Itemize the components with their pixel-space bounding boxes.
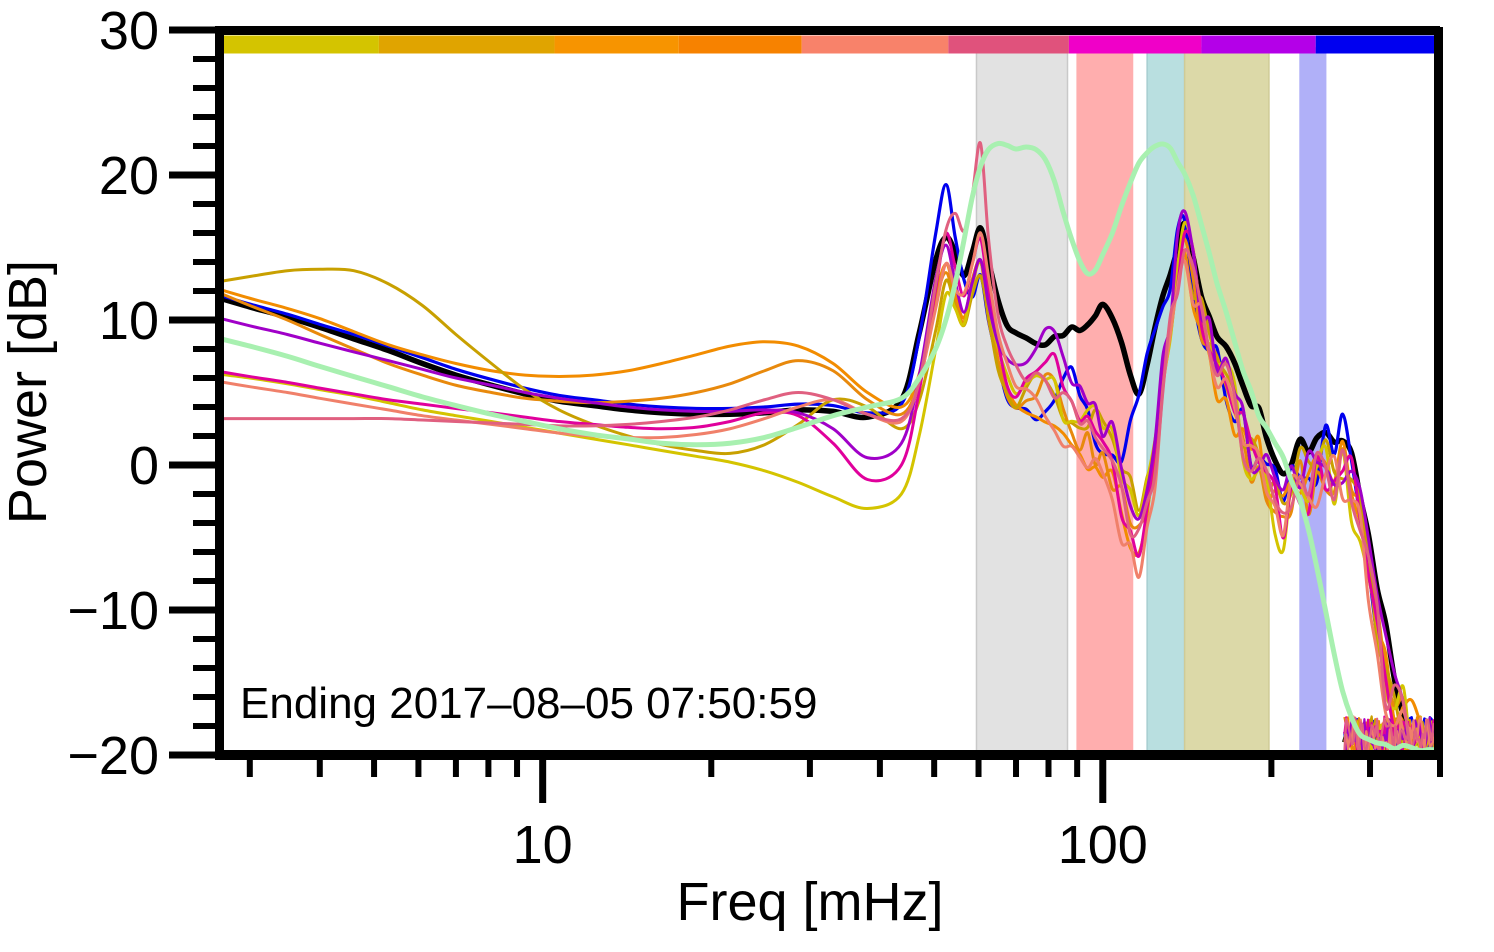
seg-magenta (1068, 35, 1202, 54)
spectrum-line-ch-rose (215, 141, 1422, 755)
band-blue (1299, 47, 1327, 755)
seg-goldenrod (378, 35, 555, 54)
frequency-colorbar (215, 35, 1440, 54)
y-axis-title: Power [dB] (0, 260, 58, 524)
y-tick-label: 0 (129, 436, 159, 496)
x-tick-label: 10 (513, 815, 573, 875)
seg-blue (1315, 35, 1440, 54)
seg-orange (554, 35, 679, 54)
axis-ticks-group (169, 26, 1443, 803)
spectrum-line-ch-salmon (215, 231, 1422, 755)
spectrum-line-ch-purple (215, 209, 1422, 755)
seg-yellow (215, 35, 379, 54)
band-pink (1076, 47, 1134, 755)
ending-timestamp-annotation: Ending 2017‒08‒05 07:50:59 (240, 679, 817, 728)
seg-rose (948, 35, 1069, 54)
y-tick-label: −10 (67, 581, 159, 641)
x-axis-title: Freq [mHz] (676, 872, 943, 932)
frame-bottom (215, 750, 1440, 760)
spectrum-line-ch-orange-1 (215, 249, 1422, 726)
frame-top (215, 26, 1440, 35)
y-tick-label: −20 (67, 726, 159, 786)
spectrum-line-mean (215, 220, 1440, 755)
frame-right (1434, 27, 1443, 758)
frame-left (215, 27, 224, 758)
x-tick-label: 100 (1058, 815, 1148, 875)
seg-salmon (801, 35, 949, 54)
band-teal (1146, 47, 1186, 755)
seg-purple (1201, 35, 1316, 54)
y-tick-label: 10 (99, 291, 159, 351)
y-tick-label: 30 (99, 1, 159, 61)
spectrum-line-ch-mint (215, 140, 1440, 754)
spectra-curves-group (215, 140, 1440, 755)
seg-orange-deep (678, 35, 802, 54)
y-tick-label: 20 (99, 146, 159, 206)
plot-frame (215, 26, 1443, 760)
